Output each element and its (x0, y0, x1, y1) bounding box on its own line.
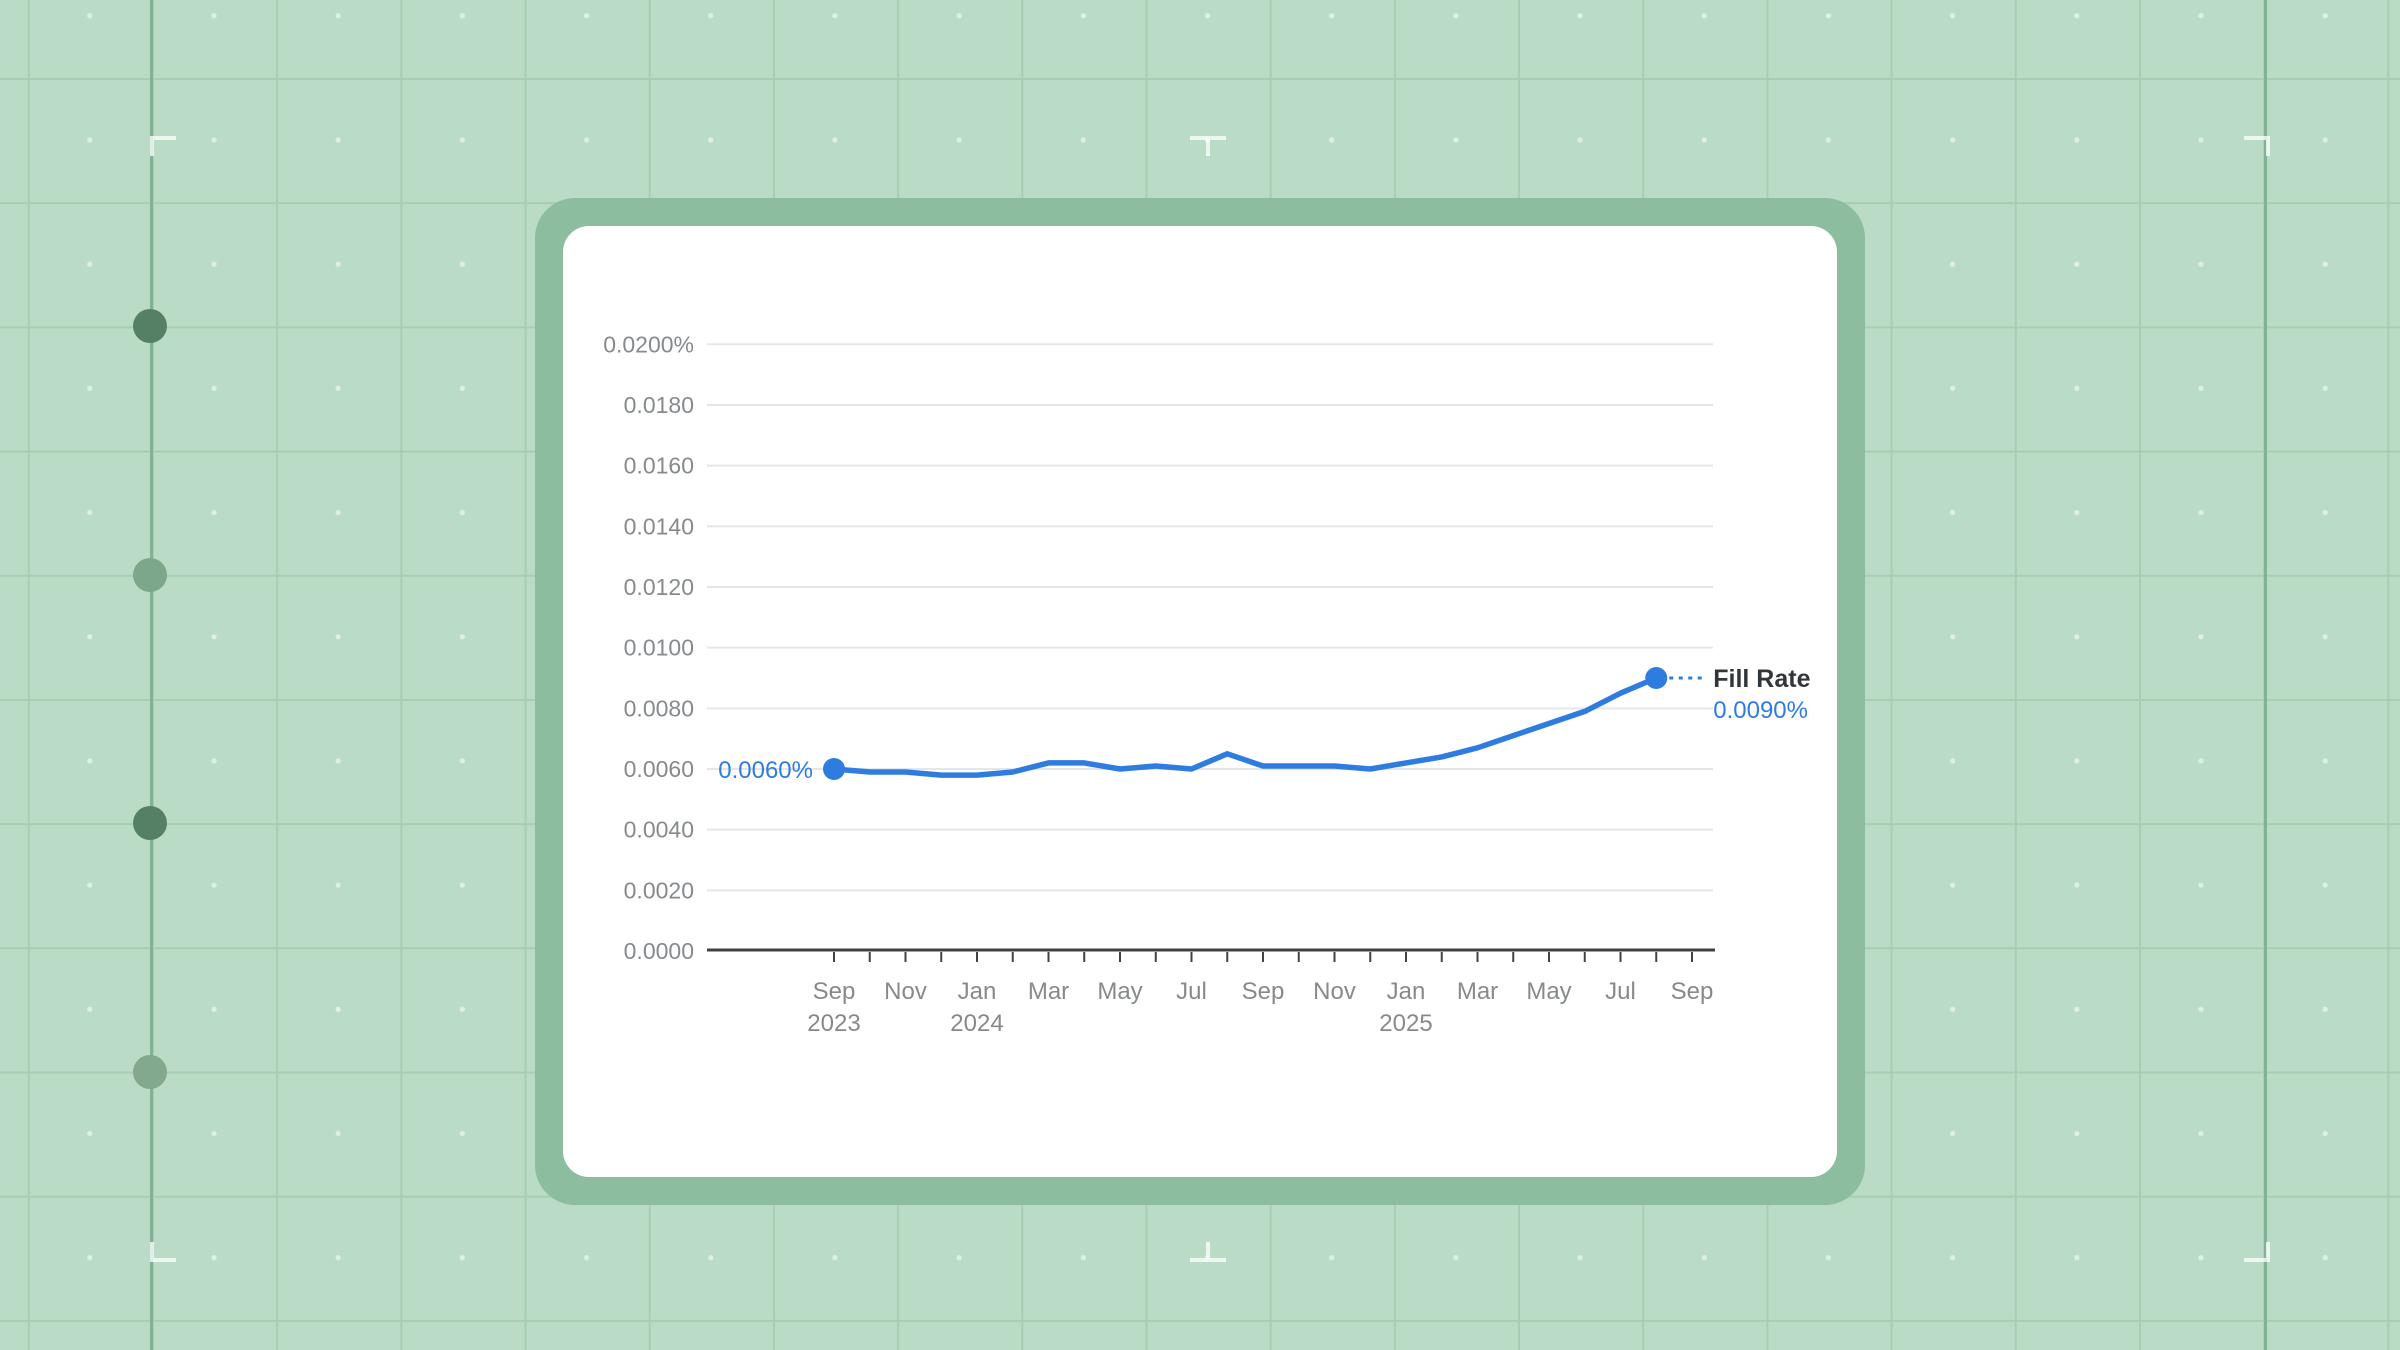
crop-mark-top-left-icon (150, 136, 176, 156)
decor-dot-2 (133, 558, 167, 592)
decor-dot-4 (133, 1055, 167, 1089)
y-tick-label: 0.0100 (624, 635, 694, 661)
card-frame (535, 198, 1865, 1205)
x-tick-label: Jan (1387, 978, 1426, 1005)
x-tick-label: May (1526, 978, 1571, 1005)
x-tick-label: Sep (1242, 978, 1285, 1005)
crop-mark-bottom-left-icon (150, 1242, 176, 1262)
decor-dot-1 (133, 309, 167, 343)
y-tick-label: 0.0040 (624, 817, 694, 843)
x-tick-label: Sep (813, 978, 856, 1005)
series-name-label: Fill Rate (1713, 665, 1810, 693)
y-tick-label: 0.0180 (624, 392, 694, 418)
y-axis-labels: 0.0200% 0.0180 0.0160 0.0140 0.0120 0.0100 0.0… (603, 331, 694, 964)
y-tick-label: 0.0140 (624, 513, 694, 539)
y-tick-label: 0.0120 (624, 574, 694, 600)
accent-grid-line-left (150, 0, 153, 1350)
x-year-label: 2024 (950, 1010, 1003, 1037)
y-gridlines (707, 343, 1713, 892)
x-tick-label: May (1097, 978, 1142, 1005)
x-tick-label: Jul (1176, 978, 1207, 1005)
y-tick-label: 0.0160 (624, 453, 694, 479)
x-axis: Sep 2023 Nov Jan 2024 Mar May Jul Sep Nov Jan 2025 M… (707, 948, 1715, 1037)
start-value-label: 0.0060% (718, 757, 813, 784)
accent-grid-line-right (2264, 0, 2267, 1350)
series-start-dot[interactable] (823, 757, 845, 780)
x-tick-label: Nov (884, 978, 927, 1005)
fill-rate-line[interactable] (831, 675, 1659, 778)
x-year-label: 2023 (807, 1010, 860, 1037)
x-tick-label: Jul (1605, 978, 1636, 1005)
crop-mark-top-right-icon (2244, 136, 2270, 156)
decor-dot-3 (133, 806, 167, 840)
y-tick-label: 0.0080 (624, 695, 694, 721)
x-tick-label: Jan (958, 978, 997, 1005)
y-tick-label: 0.0200% (603, 331, 694, 357)
x-year-label: 2025 (1379, 1010, 1432, 1037)
x-tick-label: Mar (1457, 978, 1498, 1005)
chart-card (563, 226, 1837, 1177)
x-tick-label: Nov (1313, 978, 1356, 1005)
y-tick-label: 0.0060 (624, 756, 694, 782)
x-tick-label: Sep (1671, 978, 1714, 1005)
y-tick-label: 0.0020 (624, 877, 694, 903)
y-tick-label: 0.0000 (624, 938, 694, 964)
series-end-dot[interactable] (1645, 666, 1668, 689)
end-value-label: 0.0090% (1713, 697, 1808, 724)
crop-mark-bottom-right-icon (2244, 1242, 2270, 1262)
x-tick-label: Mar (1028, 978, 1069, 1005)
